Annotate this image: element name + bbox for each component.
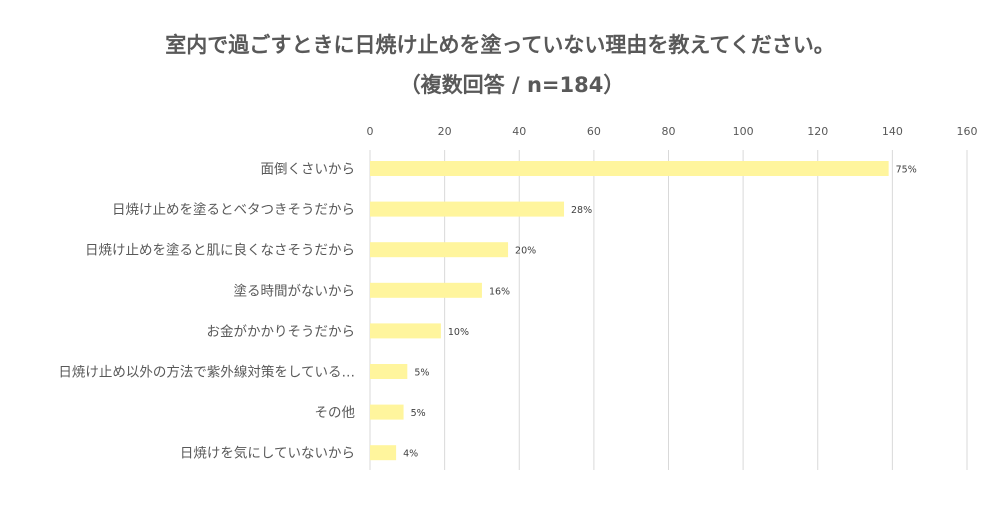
x-tick-label: 160 xyxy=(957,125,978,138)
chart-subtitle: （複数回答 / n=184） xyxy=(400,73,625,97)
bars xyxy=(370,161,889,461)
category-label: 日焼け止めを塗るとベタつきそうだから xyxy=(112,201,355,218)
category-labels: 面倒くさいから日焼け止めを塗るとベタつきそうだから日焼け止めを塗ると肌に良くなさ… xyxy=(58,162,355,462)
bar xyxy=(370,242,509,258)
bar xyxy=(370,404,404,420)
bar xyxy=(370,364,408,379)
x-tick-label: 140 xyxy=(882,125,903,138)
x-axis-ticks: 0 20 40 60 80 100 120 140 160 xyxy=(367,125,978,138)
bar xyxy=(370,161,889,176)
data-label: 28% xyxy=(571,205,592,216)
category-label: お金がかかりそうだから xyxy=(207,324,356,340)
data-label: 5% xyxy=(414,368,429,379)
category-label: 塗る時間がないから xyxy=(234,282,356,299)
chart-title: 室内で過ごすときに日焼け止めを塗っていない理由を教えてください。 xyxy=(165,33,834,57)
category-label: 面倒くさいから xyxy=(261,162,356,178)
data-label: 4% xyxy=(403,449,418,460)
bar xyxy=(370,323,441,339)
x-tick-label: 120 xyxy=(807,125,828,138)
data-label: 20% xyxy=(515,246,536,257)
bar xyxy=(370,201,565,217)
bar xyxy=(370,282,482,298)
category-label: その他 xyxy=(315,405,356,421)
gridlines xyxy=(369,150,968,470)
data-label: 16% xyxy=(489,286,510,297)
x-tick-label: 100 xyxy=(733,125,754,138)
bar xyxy=(370,445,397,461)
x-tick-label: 20 xyxy=(438,125,452,138)
category-label: 日焼け止めを塗ると肌に良くなさそうだから xyxy=(85,242,355,259)
data-label: 10% xyxy=(448,327,469,338)
category-label: 日焼け止め以外の方法で紫外線対策をしている… xyxy=(58,364,355,381)
x-tick-label: 80 xyxy=(662,125,676,138)
data-labels: 75% 28% 20% 16% 10% 5% 5% 4% xyxy=(403,165,917,460)
data-label: 75% xyxy=(896,165,917,176)
data-label: 5% xyxy=(411,408,426,419)
x-tick-label: 40 xyxy=(512,125,526,138)
x-tick-label: 60 xyxy=(587,125,601,138)
x-tick-label: 0 xyxy=(367,125,374,138)
category-label: 日焼けを気にしていないから xyxy=(180,446,355,462)
